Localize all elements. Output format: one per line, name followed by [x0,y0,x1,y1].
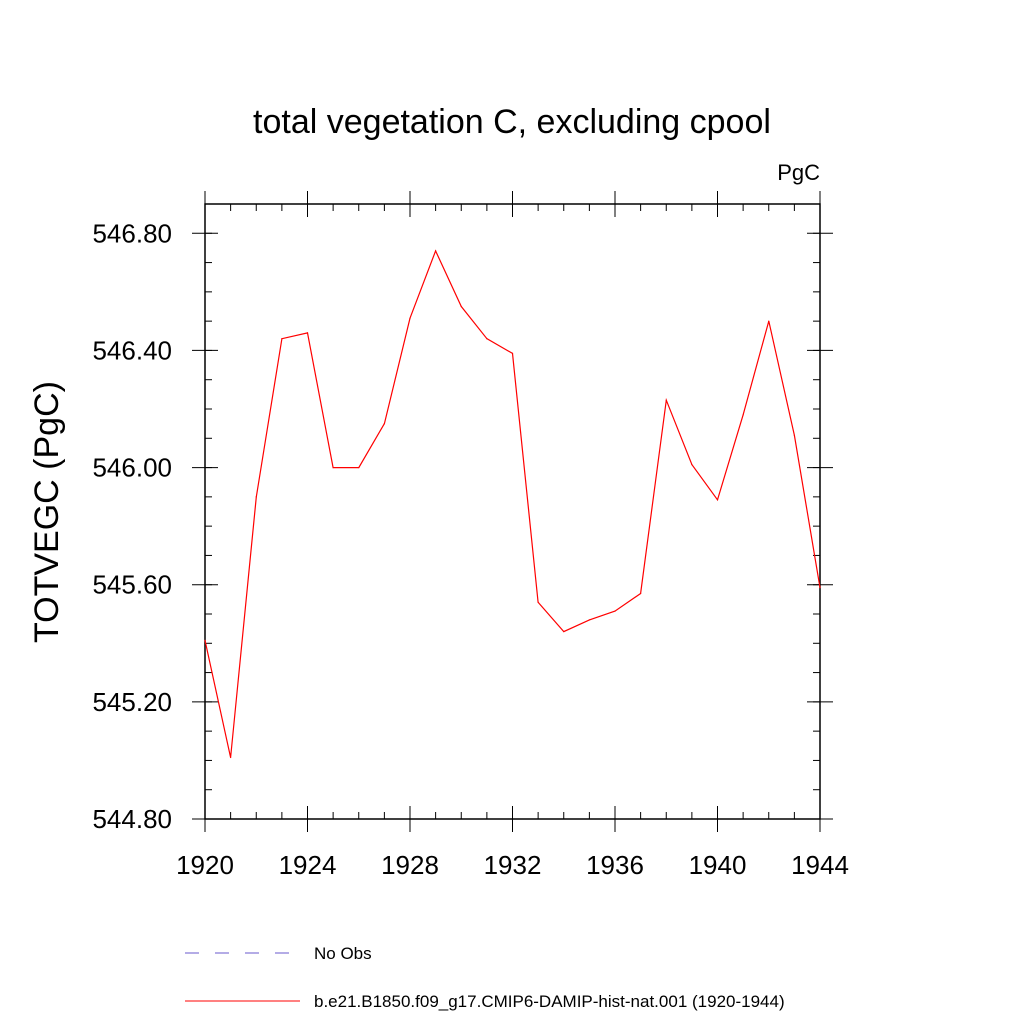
tick-labels: 1920 1924 1928 1932 1936 1940 1944 544.80 545.20… [92,218,848,880]
y-tick-label: 545.20 [92,687,172,717]
data-point [435,250,437,252]
data-point [793,434,795,436]
y-tick-label: 546.80 [92,218,172,248]
x-tick-label: 1920 [176,850,234,880]
legend-label: b.e21.B1850.f09_g17.CMIP6-DAMIP-hist-nat… [314,992,785,1011]
x-tick-label: 1932 [484,850,542,880]
x-tick-label: 1936 [586,850,644,880]
minor-ticks [204,203,821,820]
data-point [614,610,616,612]
x-tick-label: 1944 [791,850,849,880]
data-point [537,601,539,603]
chart-title: total vegetation C, excluding cpool [253,103,771,141]
data-point [486,338,488,340]
data-point [409,317,411,319]
y-tick-label: 546.00 [92,453,172,483]
legend-label: No Obs [314,944,372,963]
plot-frame [204,203,821,820]
y-tick-label: 546.40 [92,335,172,365]
data-point [281,338,283,340]
legend: No Obs b.e21.B1850.f09_g17.CMIP6-DAMIP-hi… [185,944,785,1011]
data-point [691,464,693,466]
data-point [511,352,514,354]
y-tick-label: 545.60 [92,570,172,600]
x-tick-label: 1924 [279,850,337,880]
data-point [742,414,744,416]
data-point [563,630,565,633]
x-tick-label: 1940 [689,850,747,880]
major-ticks [192,191,833,832]
data-point [640,592,642,595]
data-point [768,320,770,322]
data-point [230,756,232,759]
data-point [358,466,360,469]
data-point [255,496,257,498]
y-tick-label: 544.80 [92,804,172,834]
data-point [306,332,309,334]
data-point [383,423,385,425]
data-point [665,399,667,401]
data-point [716,499,719,501]
data-point [332,466,334,469]
series-line [204,249,821,758]
series-group [204,249,821,759]
data-point [204,639,206,641]
units-label: PgC [777,160,820,185]
x-tick-label: 1928 [381,850,439,880]
data-point [819,587,821,589]
data-point [460,305,462,308]
data-point [588,619,590,621]
y-axis-label: TOTVEGC (PgC) [28,381,66,643]
